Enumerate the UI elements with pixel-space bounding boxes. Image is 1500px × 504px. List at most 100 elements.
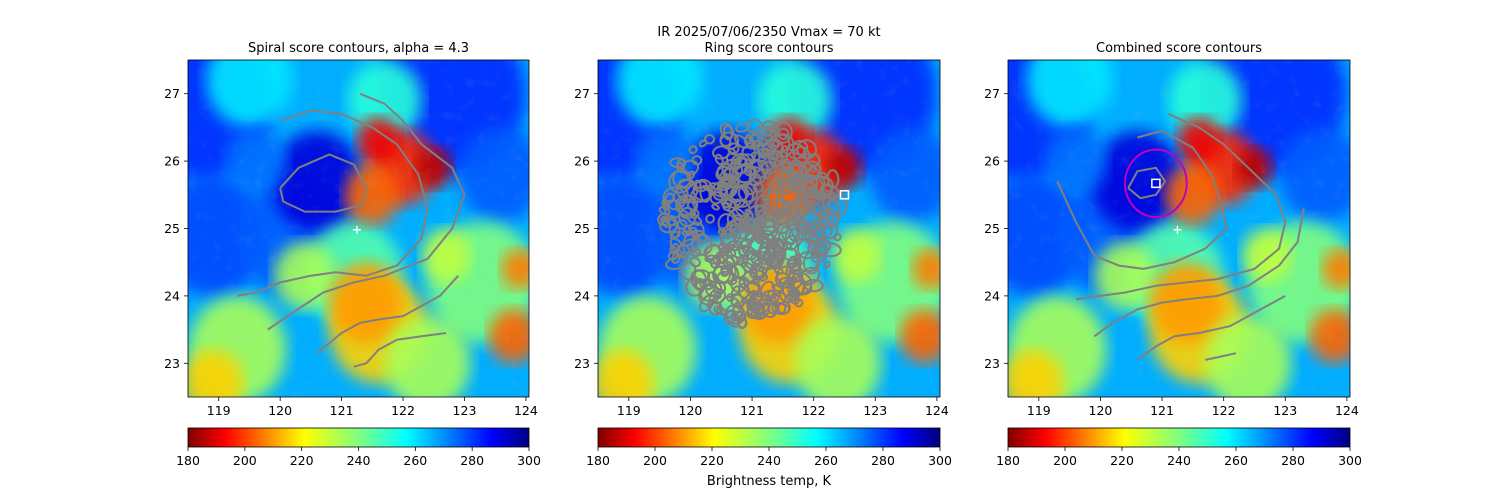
contour-line (717, 242, 733, 254)
contour-line (712, 145, 731, 160)
colorbar (597, 427, 941, 448)
heatmap-image (188, 60, 529, 397)
heatmap-image (1008, 60, 1350, 397)
center-plus-marker (1173, 225, 1182, 234)
contour-line (692, 231, 699, 241)
contour-line (735, 122, 751, 133)
contour-line (794, 256, 803, 266)
contour-line (706, 271, 719, 283)
contour-line (766, 239, 782, 255)
x-tick-label: 121 (1150, 403, 1174, 418)
contour-line (733, 134, 750, 149)
colorbar-tick-label: 220 (700, 453, 724, 468)
contour-line (768, 183, 779, 194)
x-tick-label: 124 (925, 403, 949, 418)
y-tick-label: 27 (984, 86, 1000, 101)
contour-line (724, 165, 738, 179)
contour-line (803, 153, 813, 160)
x-tick-label: 123 (453, 403, 477, 418)
contour-line (730, 277, 747, 293)
contour-line (781, 169, 800, 187)
y-tick-label: 26 (574, 154, 590, 169)
contour-line (769, 177, 786, 193)
contour-line (744, 136, 755, 150)
colorbar-tick-label: 260 (1224, 453, 1248, 468)
y-tick-label: 26 (984, 154, 1000, 169)
x-tick-label: 124 (1335, 403, 1359, 418)
colorbar-tick-label: 220 (290, 453, 314, 468)
contour-line (734, 153, 756, 167)
contour-line (1127, 166, 1167, 200)
contour-line (775, 197, 788, 213)
contour-line (686, 200, 698, 211)
contour-line (722, 198, 738, 213)
panel-3: Combined score contours 119 120 121 122 123 12… (984, 41, 1362, 468)
contour-line (759, 280, 776, 301)
figure-suptitle: IR 2025/07/06/2350 Vmax = 70 kt (657, 25, 880, 40)
panel-2: Ring score contours 119 120 121 122 123 124 23 2… (574, 41, 952, 468)
contour-line (708, 182, 729, 198)
x-tick-label: 119 (207, 403, 231, 418)
contour-line (699, 184, 711, 203)
contour-line (1136, 295, 1286, 361)
contour-line (771, 284, 783, 293)
x-tick-label: 121 (740, 403, 764, 418)
colorbar-tick-label: 280 (1281, 453, 1305, 468)
contour-line (665, 256, 689, 271)
y-tick-label: 24 (984, 288, 1000, 303)
contour-line (686, 170, 696, 180)
x-tick-label: 121 (330, 403, 354, 418)
colorbar-tick-label: 200 (233, 453, 257, 468)
x-tick-label: 124 (514, 403, 538, 418)
contour-line (820, 225, 834, 240)
contour-line (724, 228, 732, 240)
contour-line (1075, 112, 1287, 301)
contour-line (736, 317, 748, 329)
contour-line (798, 173, 807, 183)
colorbar-tick-label: 220 (1110, 453, 1134, 468)
contour-line (802, 209, 817, 230)
x-tick-label: 122 (802, 403, 826, 418)
center-square-marker (839, 190, 850, 200)
contour-line (279, 153, 368, 213)
contour-line (741, 261, 757, 275)
contour-line (724, 303, 746, 325)
colorbar-tick-label: 300 (517, 453, 541, 468)
colorbar-tick-label: 180 (176, 453, 200, 468)
contour-line (680, 159, 700, 176)
contour-line (777, 127, 790, 141)
colorbar (187, 427, 530, 448)
contour-line (705, 213, 715, 224)
y-tick-label: 23 (574, 356, 590, 371)
contour-line (734, 227, 757, 248)
contour-line (764, 169, 772, 180)
colorbar-label: Brightness temp, K (707, 474, 832, 489)
colorbar-tick-label: 260 (403, 453, 427, 468)
x-tick-label: 123 (863, 403, 887, 418)
contour-line (747, 252, 756, 261)
contour-line (780, 226, 796, 246)
contour-line (1204, 352, 1237, 361)
colorbar-tick-label: 240 (1167, 453, 1191, 468)
contour-line (704, 254, 715, 262)
y-tick-label: 23 (984, 356, 1000, 371)
contour-line (796, 139, 818, 160)
y-tick-label: 25 (164, 221, 180, 236)
contour-line (765, 244, 787, 262)
y-tick-label: 25 (984, 221, 1000, 236)
contour-line (723, 124, 733, 141)
ring-score-circle (1124, 148, 1188, 219)
colorbar (1007, 427, 1351, 448)
colorbar-tick-label: 180 (586, 453, 610, 468)
y-tick-label: 24 (164, 288, 180, 303)
contour-line (792, 139, 809, 156)
contour-line (788, 288, 797, 299)
colorbar-tick-label: 260 (814, 453, 838, 468)
contour-line (676, 178, 699, 202)
x-tick-label: 123 (1273, 403, 1297, 418)
colorbar-tick-label: 240 (757, 453, 781, 468)
contour-line (719, 135, 732, 147)
contour-line (780, 158, 792, 169)
contour-line (661, 198, 669, 208)
